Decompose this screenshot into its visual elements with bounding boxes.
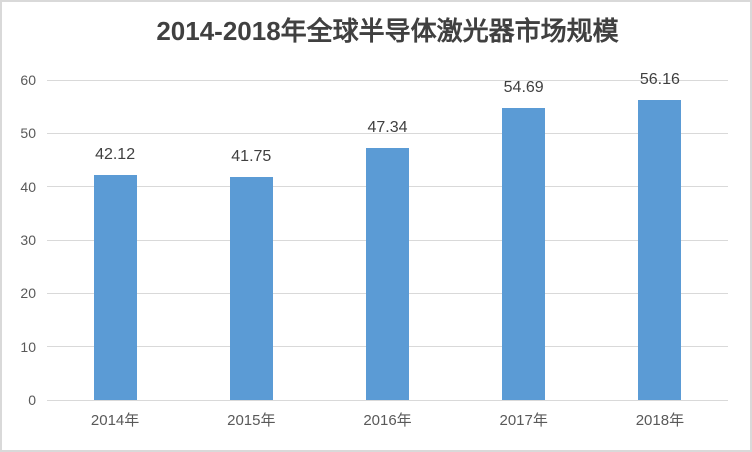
- bar-value-label: 47.34: [367, 118, 408, 136]
- y-axis-tick-label: 40: [20, 178, 36, 195]
- x-axis-category-label: 2017年: [499, 412, 548, 429]
- x-axis-line: [47, 399, 728, 401]
- y-axis-tick-label: 30: [20, 232, 36, 248]
- bar: [229, 177, 273, 400]
- bar: [502, 108, 546, 400]
- gridline: [47, 132, 728, 134]
- x-axis-category-label: 2014年: [90, 412, 140, 429]
- bar: [93, 175, 137, 400]
- x-axis-category-label: 2016年: [363, 412, 412, 429]
- gridline: [47, 79, 728, 81]
- bar-value-label: 42.12: [95, 146, 136, 164]
- bar-value-label: 41.75: [231, 148, 272, 166]
- chart-title: 2014-2018年全球半导体激光器市场规模: [156, 16, 619, 46]
- y-axis-tick-label: 50: [20, 125, 36, 142]
- y-axis-tick-label: 10: [20, 338, 36, 355]
- x-axis-category-label: 2015年: [227, 412, 276, 429]
- y-axis-tick-label: 0: [28, 392, 36, 408]
- y-axis-tick-label: 60: [20, 72, 36, 88]
- bar: [366, 147, 409, 400]
- bar: [638, 100, 682, 400]
- bar-value-label: 56.16: [639, 71, 680, 89]
- bar-value-label: 54.69: [503, 79, 544, 97]
- x-axis-category-label: 2018年: [635, 412, 685, 429]
- y-axis-tick-label: 20: [20, 285, 36, 302]
